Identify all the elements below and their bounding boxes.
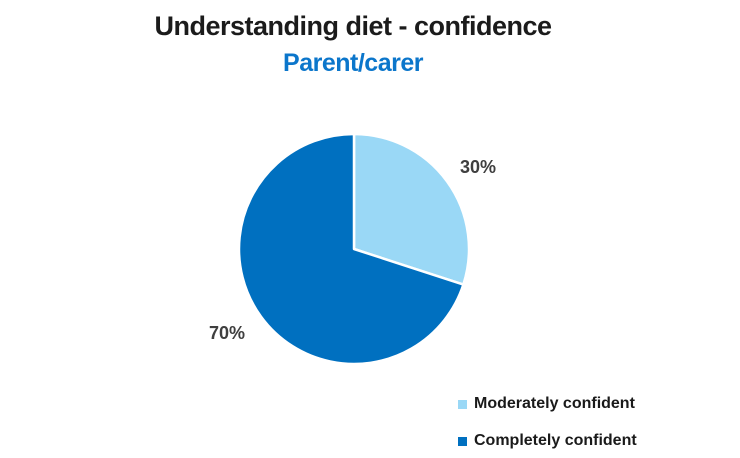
data-label-completely: 70% [209, 323, 246, 343]
legend-swatch-completely [458, 436, 467, 446]
chart-subtitle: Parent/carer [283, 49, 423, 77]
legend-item-moderately: Moderately confident [458, 393, 637, 415]
pie-chart [237, 132, 471, 366]
data-label-moderately: 30% [460, 157, 497, 177]
pie-slice [352, 132, 471, 286]
pie-plot-area [222, 117, 486, 381]
legend-item-completely: Completely confident [458, 430, 637, 452]
chart-title: Understanding diet - confidence [154, 11, 552, 41]
pie-slice [237, 132, 465, 366]
legend-label-moderately: Moderately confident [474, 395, 635, 412]
legend-swatch-moderately [458, 399, 467, 409]
legend-label-completely: Completely confident [474, 432, 637, 449]
legend: Moderately confident Completely confiden… [458, 393, 637, 458]
